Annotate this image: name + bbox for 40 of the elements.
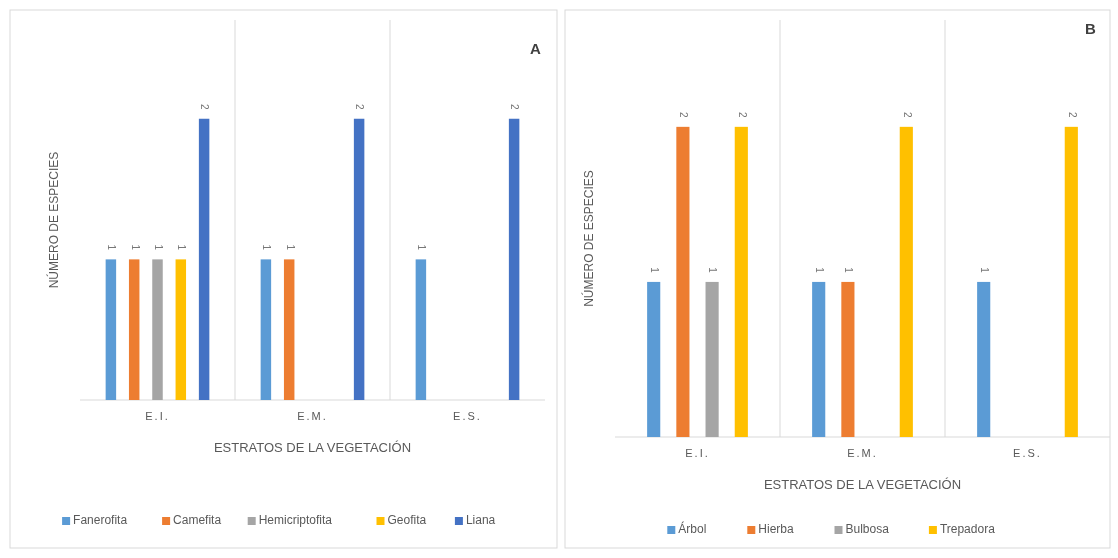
legend-label: Trepadora (939, 522, 996, 537)
data-label: 1 (649, 267, 661, 274)
data-label: 2 (1066, 112, 1078, 119)
legend-label: Fanerofita (73, 513, 128, 528)
data-label: 2 (901, 112, 913, 119)
data-label: 1 (152, 244, 164, 251)
data-label: 1 (284, 244, 296, 251)
x-axis-title: ESTRATOS DE LA VEGETACIÓN (213, 440, 412, 455)
data-label: 2 (354, 103, 366, 110)
y-axis-title: NÚMERO DE ESPECIES (581, 170, 596, 307)
x-tick-label: E.I. (145, 410, 170, 422)
data-label: 1 (261, 244, 273, 251)
data-label: 2 (199, 103, 211, 110)
data-label: 1 (129, 244, 141, 251)
data-label: 1 (979, 267, 991, 274)
data-label: 1 (843, 267, 855, 274)
x-tick-label: E.M. (297, 410, 328, 422)
x-tick-label: E.S. (1013, 447, 1042, 459)
data-label: 1 (176, 244, 188, 251)
chart-title: A (530, 40, 541, 57)
x-tick-label: E.S. (453, 410, 482, 422)
x-tick-label: E.M. (847, 447, 878, 459)
data-label: 1 (707, 267, 719, 274)
y-axis-title: NÚMERO DE ESPECIES (46, 151, 61, 289)
data-label: 1 (814, 267, 826, 274)
data-label: 2 (736, 112, 748, 119)
x-tick-label: E.I. (685, 447, 710, 459)
legend-label: Geofita (387, 513, 427, 528)
data-label: 1 (106, 244, 118, 251)
legend-label: Árbol (678, 521, 707, 537)
x-axis-title: ESTRATOS DE LA VEGETACIÓN (763, 477, 962, 492)
data-label: 2 (678, 112, 690, 119)
data-label: 1 (416, 244, 428, 251)
legend-label: Camefita (173, 513, 222, 528)
legend-label: Liana (465, 513, 496, 528)
legend-label: Hemicriptofita (258, 513, 333, 528)
legend-label: Bulbosa (845, 522, 890, 537)
data-label: 2 (509, 103, 521, 110)
legend-label: Hierba (758, 522, 794, 537)
chart-title: B (1085, 20, 1096, 37)
